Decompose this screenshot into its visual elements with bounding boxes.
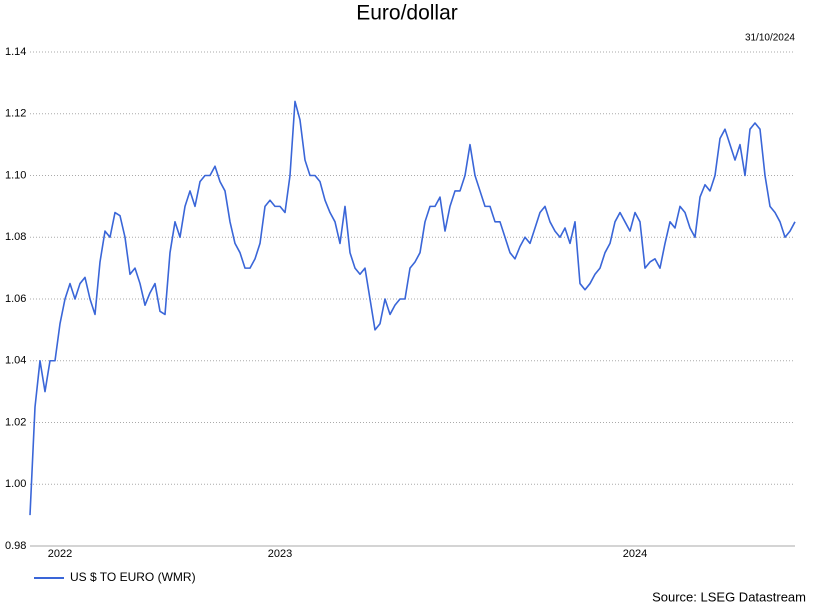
y-tick-label: 1.08	[5, 231, 26, 243]
y-tick-label: 1.06	[5, 293, 26, 305]
y-tick-label: 1.12	[5, 108, 26, 120]
chart-title: Euro/dollar	[356, 2, 458, 25]
source-label: Source: LSEG Datastream	[652, 589, 806, 604]
y-tick-label: 1.02	[5, 416, 26, 428]
date-label: 31/10/2024	[745, 33, 795, 44]
x-tick-label: 2023	[268, 548, 292, 560]
legend-label: US $ TO EURO (WMR)	[70, 570, 196, 584]
y-tick-label: 1.04	[5, 355, 26, 367]
y-tick-label: 1.00	[5, 478, 26, 490]
x-tick-label: 2024	[623, 548, 647, 560]
y-tick-label: 0.98	[5, 540, 26, 552]
x-tick-label: 2022	[48, 548, 72, 560]
y-tick-label: 1.14	[5, 46, 26, 58]
series-line	[29, 100, 796, 516]
y-tick-label: 1.10	[5, 169, 26, 181]
